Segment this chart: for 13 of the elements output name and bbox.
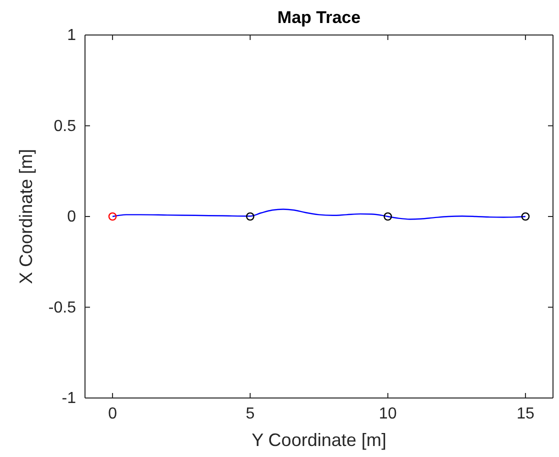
y-tick-label: 0.5 xyxy=(54,118,76,135)
y-tick-label: -1 xyxy=(62,390,76,408)
line-series xyxy=(112,208,526,220)
x-tick-label: 10 xyxy=(378,405,397,422)
y-tick-label: -0.5 xyxy=(48,299,76,316)
x-tick-label: 15 xyxy=(516,405,534,422)
y-tick-label: 1 xyxy=(67,27,76,44)
x-tick-label: 0 xyxy=(108,405,118,422)
chart-title: Map Trace xyxy=(277,8,361,27)
x-tick-label: 5 xyxy=(246,405,255,422)
y-tick-label: 0 xyxy=(67,208,76,226)
y-axis-title: X Coordinate [m] xyxy=(16,148,36,284)
x-axis-title: Y Coordinate [m] xyxy=(252,430,386,450)
